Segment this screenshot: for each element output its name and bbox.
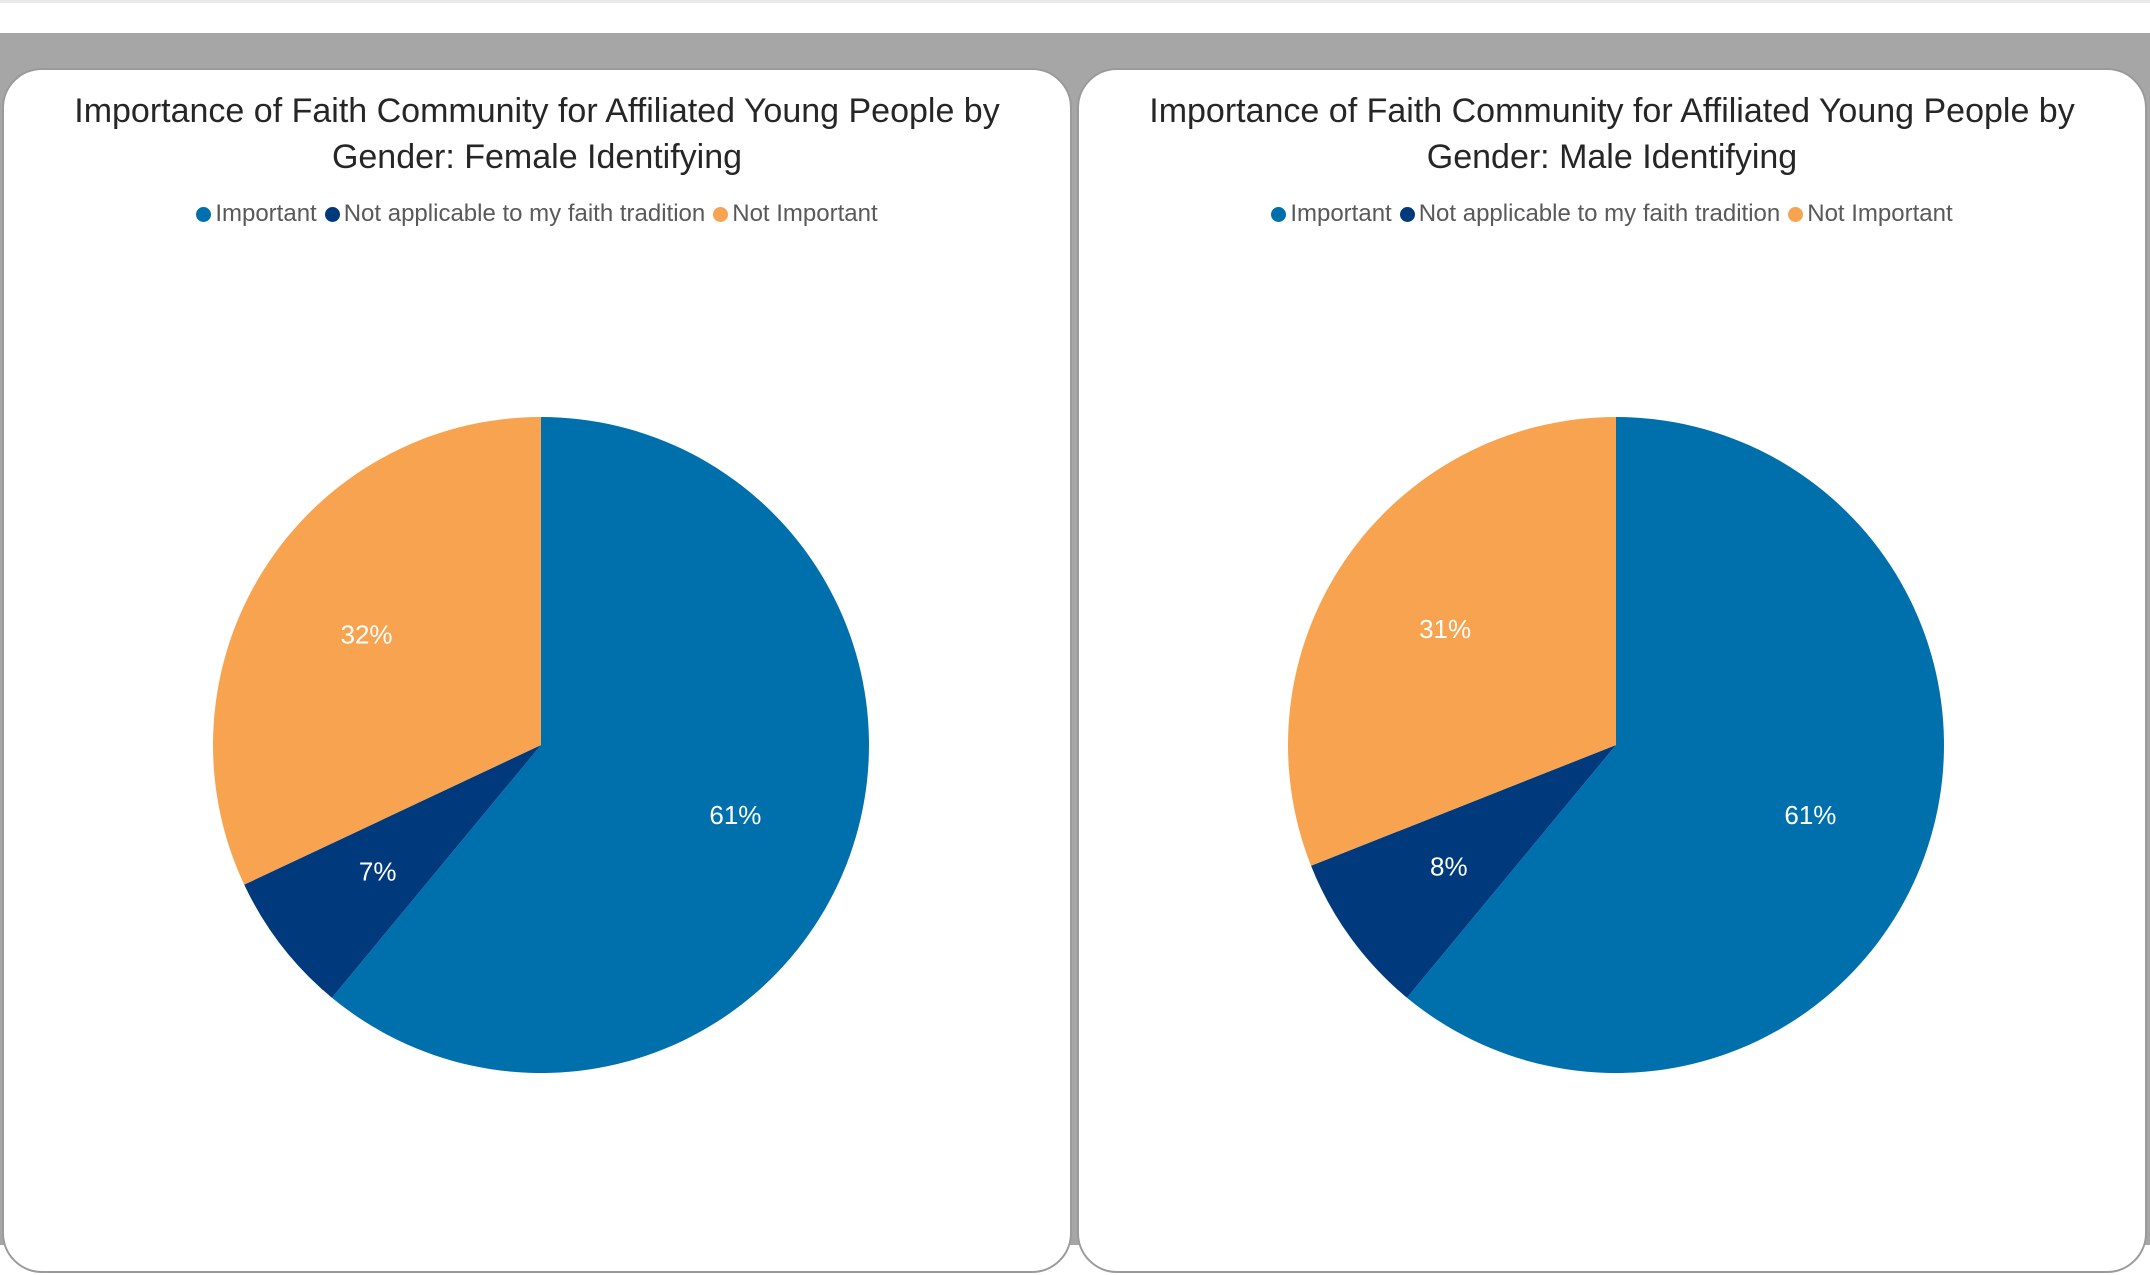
chart-panel-male: Importance of Faith Community for Affili… xyxy=(1077,68,2147,1273)
legend-item-not-important: Not Important xyxy=(1788,200,1953,228)
slice-not-applicable xyxy=(244,745,541,998)
legend-label: Important xyxy=(1290,200,1392,227)
legend-swatch-icon xyxy=(1788,206,1804,222)
data-label: 61% xyxy=(709,800,761,830)
chart-title: Importance of Faith Community for Affili… xyxy=(74,92,1000,176)
legend-label: Not Important xyxy=(1807,200,1953,227)
data-label: 7% xyxy=(359,857,397,887)
slice-important xyxy=(1406,417,1944,1073)
legend-swatch-icon xyxy=(1399,206,1415,222)
data-label: 8% xyxy=(1430,851,1468,881)
legend-item-important: Important xyxy=(196,200,317,228)
pie-chart-male: 61% 8% 31% xyxy=(1288,417,1944,1073)
chart-panel-female: Importance of Faith Community for Affili… xyxy=(2,68,1072,1273)
legend-label: Important xyxy=(215,200,317,227)
legend-swatch-icon xyxy=(1271,206,1287,222)
slice-important xyxy=(331,417,870,1073)
legend-swatch-icon xyxy=(196,206,212,222)
legend: Important Not applicable to my faith tra… xyxy=(1079,200,2145,228)
legend-item-important: Important xyxy=(1271,200,1392,228)
legend-label: Not applicable to my faith tradition xyxy=(343,200,706,227)
legend: Important Not applicable to my faith tra… xyxy=(4,200,1070,228)
slice-not-important xyxy=(212,417,542,885)
data-label: 32% xyxy=(341,619,393,649)
legend-item-not-important: Not Important xyxy=(713,200,878,228)
legend-swatch-icon xyxy=(324,206,340,222)
data-label: 61% xyxy=(1784,800,1836,830)
chart-title: Importance of Faith Community for Affili… xyxy=(1149,92,2075,176)
pie-chart-female: 61% 7% 32% xyxy=(212,417,870,1073)
legend-item-not-applicable: Not applicable to my faith tradition xyxy=(324,200,706,228)
legend-item-not-applicable: Not applicable to my faith tradition xyxy=(1399,200,1781,228)
top-divider xyxy=(0,0,2150,3)
legend-swatch-icon xyxy=(713,206,729,222)
chart-stage: Importance of Faith Community for Affili… xyxy=(0,33,2150,1273)
slice-not-important xyxy=(1288,417,1616,866)
legend-label: Not Important xyxy=(732,200,878,227)
data-label: 31% xyxy=(1419,614,1471,644)
legend-label: Not applicable to my faith tradition xyxy=(1418,200,1781,227)
slice-not-applicable xyxy=(1311,745,1616,998)
